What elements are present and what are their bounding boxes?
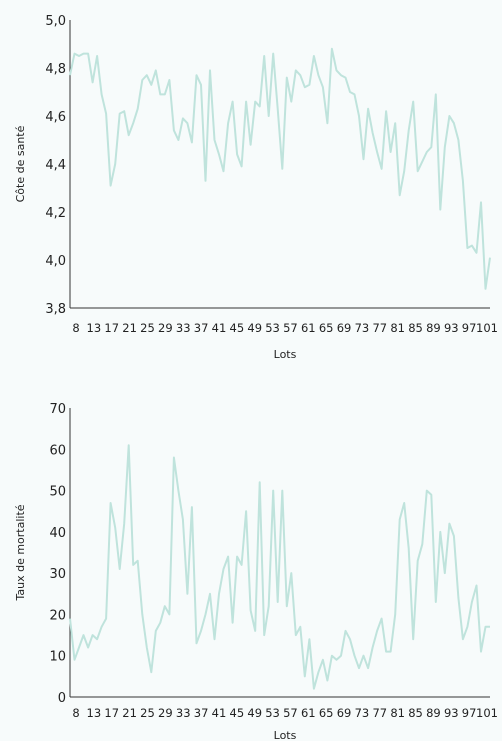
mortality-x-tick-label: 85 bbox=[408, 706, 423, 720]
mortality-x-tick-label: 8 bbox=[72, 706, 79, 720]
mortality-x-tick-label: 33 bbox=[176, 706, 191, 720]
mortality-x-tick-label: 45 bbox=[230, 706, 245, 720]
health-y-tick-label: 4,4 bbox=[45, 158, 66, 173]
health-y-axis-title: Côte de santé bbox=[14, 125, 27, 202]
mortality-y-tick-label: 40 bbox=[49, 526, 66, 541]
health-x-tick-label: 41 bbox=[212, 321, 227, 335]
mortality-y-tick-label: 60 bbox=[49, 443, 66, 458]
mortality-y-tick-label: 20 bbox=[49, 608, 66, 623]
mortality-x-tick-label: 65 bbox=[319, 706, 334, 720]
mortality-x-tick-label: 25 bbox=[140, 706, 155, 720]
health-x-tick-label: 29 bbox=[158, 321, 173, 335]
health-x-tick-label: 73 bbox=[355, 321, 370, 335]
mortality-y-tick-label: 70 bbox=[49, 402, 66, 417]
health-score-chart: 3,8 4,0 4,2 4,4 4,6 4,8 5,0 8 13 17 21 25 29 33 37 41 45… bbox=[14, 14, 498, 361]
health-x-tick-label: 37 bbox=[194, 321, 209, 335]
health-y-tick-label: 4,0 bbox=[45, 254, 66, 269]
health-y-tick-label: 4,8 bbox=[45, 62, 66, 77]
health-series-line bbox=[69, 47, 491, 290]
mortality-y-axis-title: Taux de mortalité bbox=[14, 504, 27, 601]
mortality-x-tick-label: 77 bbox=[372, 706, 387, 720]
mortality-x-tick-label: 89 bbox=[426, 706, 441, 720]
mortality-x-tick-label: 69 bbox=[337, 706, 352, 720]
mortality-x-tick-label: 93 bbox=[444, 706, 459, 720]
mortality-y-tick-label: 10 bbox=[49, 650, 66, 665]
health-x-tick-label: 97 bbox=[462, 321, 477, 335]
mortality-x-tick-label: 17 bbox=[104, 706, 119, 720]
health-y-tick-label: 3,8 bbox=[45, 302, 66, 317]
health-x-tick-label: 33 bbox=[176, 321, 191, 335]
health-x-tick-label: 17 bbox=[104, 321, 119, 335]
mortality-y-tick-label: 30 bbox=[49, 567, 66, 582]
mortality-x-tick-label: 37 bbox=[194, 706, 209, 720]
health-y-tick-label: 5,0 bbox=[45, 14, 66, 29]
health-x-tick-label: 69 bbox=[337, 321, 352, 335]
mortality-x-tick-label: 81 bbox=[390, 706, 405, 720]
health-x-axis-title: Lots bbox=[274, 348, 297, 361]
health-x-tick-label: 21 bbox=[122, 321, 137, 335]
health-x-tick-label: 53 bbox=[265, 321, 280, 335]
health-x-tick-label: 85 bbox=[408, 321, 423, 335]
health-y-tick-label: 4,2 bbox=[45, 206, 66, 221]
health-x-tick-label: 25 bbox=[140, 321, 155, 335]
mortality-x-tick-label: 53 bbox=[265, 706, 280, 720]
mortality-x-tick-label: 97 bbox=[462, 706, 477, 720]
mortality-x-tick-label: 49 bbox=[247, 706, 262, 720]
mortality-x-tick-label: 73 bbox=[355, 706, 370, 720]
health-y-tick-label: 4,6 bbox=[45, 110, 66, 125]
mortality-y-tick-label: 50 bbox=[49, 485, 66, 500]
health-x-tick-label: 61 bbox=[301, 321, 316, 335]
health-x-tick-label: 93 bbox=[444, 321, 459, 335]
health-x-tick-label: 81 bbox=[390, 321, 405, 335]
health-x-tick-label: 57 bbox=[283, 321, 298, 335]
health-x-tick-label: 77 bbox=[372, 321, 387, 335]
health-x-tick-label: 65 bbox=[319, 321, 334, 335]
health-x-tick-label: 49 bbox=[247, 321, 262, 335]
health-x-tick-label: 101 bbox=[476, 321, 498, 335]
mortality-x-tick-label: 21 bbox=[122, 706, 137, 720]
mortality-y-tick-label: 0 bbox=[58, 691, 66, 706]
mortality-x-tick-label: 61 bbox=[301, 706, 316, 720]
mortality-x-tick-label: 41 bbox=[212, 706, 227, 720]
mortality-series-line bbox=[69, 444, 490, 690]
mortality-x-tick-label: 101 bbox=[476, 706, 498, 720]
health-x-tick-label: 13 bbox=[87, 321, 102, 335]
mortality-x-axis-title: Lots bbox=[274, 729, 297, 741]
health-x-tick-label: 8 bbox=[72, 321, 79, 335]
health-x-tick-label: 89 bbox=[426, 321, 441, 335]
mortality-rate-chart: 0 10 20 30 40 50 60 70 8 13 17 21 25 29 33 37 41 45 49 53 57… bbox=[14, 402, 498, 741]
mortality-x-tick-label: 29 bbox=[158, 706, 173, 720]
health-x-tick-label: 45 bbox=[230, 321, 245, 335]
mortality-x-tick-label: 57 bbox=[283, 706, 298, 720]
mortality-x-tick-label: 13 bbox=[87, 706, 102, 720]
